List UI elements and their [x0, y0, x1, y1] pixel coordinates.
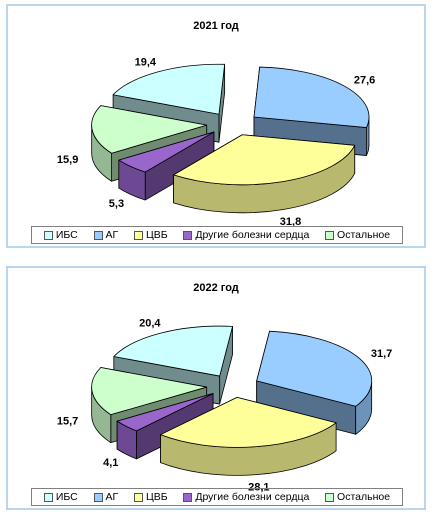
legend-item-ibs: ИБС	[43, 229, 78, 241]
data-label: 28,1	[248, 482, 269, 494]
legend-item-cvb: ЦВБ	[133, 229, 168, 241]
legend-swatch	[93, 492, 103, 502]
legend-swatch	[325, 230, 335, 240]
legend-swatch	[133, 230, 143, 240]
data-labels: 20,4 31,7 28,1 4,1 15,7	[57, 318, 392, 494]
legend-item-rest: Остальное	[325, 229, 390, 241]
pie-slice-cvb	[173, 134, 356, 186]
chart-legend: ИБС АГ ЦВБ Другие болезни сердца Остальное	[31, 226, 403, 244]
pie-slice-tops	[91, 325, 373, 448]
pie-slice-ibs	[112, 63, 226, 115]
legend-item-other-heart: Другие болезни сердца	[183, 229, 309, 241]
legend-swatch	[183, 492, 193, 502]
legend-item-ag: АГ	[93, 491, 119, 503]
legend-item-rest: Остальное	[325, 491, 390, 503]
legend-swatch	[325, 492, 335, 502]
legend-swatch	[183, 230, 193, 240]
pie-slice-rest	[91, 367, 208, 416]
data-label: 27,6	[354, 74, 375, 86]
chart-title: 2021 год	[193, 20, 239, 32]
pie-slice-other-heart	[118, 131, 215, 173]
data-labels: 19,4 27,6 31,8 5,3 15,9	[57, 57, 375, 228]
chart-panel-2022: 2022 год 20,4 31,7 28,1 4,1 15,7 ИБС АГ ЦВБ Дру…	[6, 266, 426, 510]
data-label: 5,3	[109, 198, 124, 210]
data-label: 4,1	[103, 457, 118, 469]
pie-slice-ag	[253, 66, 370, 128]
chart-legend: ИБС АГ ЦВБ Другие болезни сердца Остальное	[31, 488, 403, 506]
legend-label: Другие болезни сердца	[195, 491, 310, 503]
legend-item-ibs: ИБС	[43, 491, 78, 503]
pie-slice-rest	[91, 105, 208, 154]
legend-label: ИБС	[55, 229, 78, 241]
data-label: 31,8	[280, 216, 301, 228]
pie-slice-cvb	[160, 396, 337, 448]
legend-item-other-heart: Другие болезни сердца	[183, 491, 309, 503]
data-label: 15,9	[57, 154, 78, 166]
legend-item-ag: АГ	[93, 229, 119, 241]
legend-label: Другие болезни сердца	[195, 229, 310, 241]
legend-label: Остальное	[337, 491, 391, 503]
pie-chart-2022: 20,4 31,7 28,1 4,1 15,7	[57, 318, 392, 494]
legend-item-cvb: ЦВБ	[133, 491, 168, 503]
data-label: 31,7	[371, 348, 392, 360]
pie-slice-other-heart	[116, 393, 214, 432]
legend-swatch	[43, 230, 53, 240]
pie-chart-2021: 19,4 27,6 31,8 5,3 15,9	[57, 57, 375, 228]
legend-label: ЦВБ	[145, 491, 168, 503]
data-label: 15,7	[57, 416, 78, 428]
pie-slice-ibs	[113, 325, 233, 377]
legend-label: АГ	[105, 229, 119, 241]
pie-slice-ag	[256, 330, 373, 407]
legend-label: АГ	[105, 491, 119, 503]
chart-panel-2021: 2021 год 19,4 27,6 31,8 5,3 15,9 ИБС АГ ЦВБ Дру…	[6, 4, 426, 248]
chart-title: 2022 год	[193, 282, 239, 294]
data-label: 20,4	[139, 318, 161, 330]
data-label: 19,4	[135, 57, 157, 69]
legend-label: Остальное	[337, 229, 391, 241]
legend-swatch	[93, 230, 103, 240]
legend-label: ЦВБ	[145, 229, 168, 241]
legend-swatch	[133, 492, 143, 502]
pie-slice-tops	[91, 63, 370, 186]
legend-swatch	[43, 492, 53, 502]
legend-label: ИБС	[55, 491, 78, 503]
